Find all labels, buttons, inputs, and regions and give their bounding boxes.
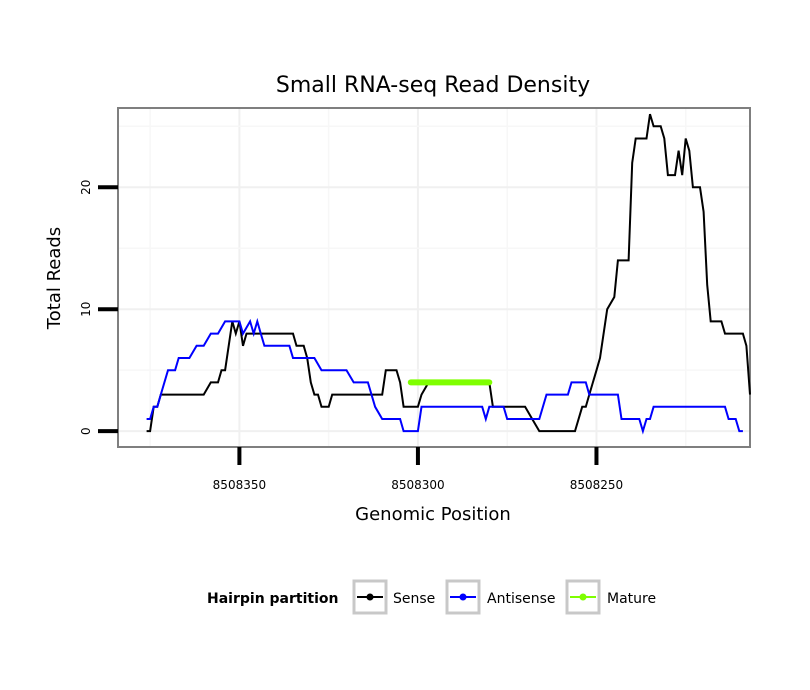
legend-key-dot-mature: [579, 593, 587, 601]
legend-entry-antisense: Antisense: [445, 579, 556, 615]
legend-label-mature: Mature: [607, 591, 656, 607]
legend-entry-sense: Sense: [352, 579, 435, 615]
plot-panel-border: [117, 107, 751, 448]
y-tick-label: 20: [79, 180, 93, 195]
legend-key-dot-antisense: [459, 593, 467, 601]
x-tick-label: 8508250: [570, 478, 623, 492]
legend-label-sense: Sense: [393, 591, 435, 607]
y-tick-label: 0: [79, 427, 93, 435]
y-tick-labels: 0 10 20: [79, 180, 93, 435]
grid: [118, 108, 750, 447]
x-tick-labels: 8508350 8508300 8508250: [213, 478, 624, 492]
chart-title: Small RNA-seq Read Density: [276, 73, 590, 98]
y-axis-title: Total Reads: [44, 227, 65, 330]
series-line-antisense: [146, 317, 743, 435]
legend-title: Hairpin partition: [207, 591, 338, 607]
series-group: [146, 113, 751, 435]
x-axis-title: Genomic Position: [355, 504, 511, 525]
x-tick-label: 8508350: [213, 478, 266, 492]
legend-key-dot-sense: [366, 593, 374, 601]
legend-label-antisense: Antisense: [487, 591, 556, 607]
legend-entry-mature: Mature: [565, 579, 656, 615]
y-tick-label: 10: [79, 302, 93, 317]
legend: Hairpin partition Sense Antisense Mature: [207, 579, 656, 615]
x-tick-label: 8508300: [391, 478, 444, 492]
axis-ticks: [98, 185, 599, 465]
